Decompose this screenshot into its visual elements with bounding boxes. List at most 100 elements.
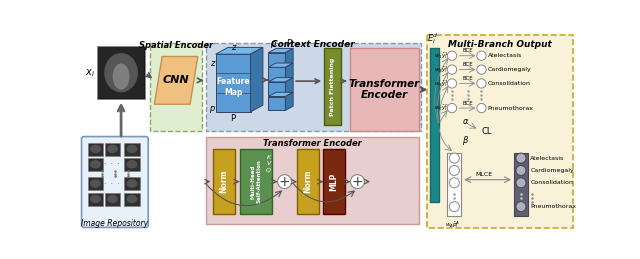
Polygon shape <box>154 56 198 104</box>
Polygon shape <box>268 48 293 53</box>
Polygon shape <box>268 82 285 96</box>
Ellipse shape <box>104 53 138 92</box>
Circle shape <box>351 175 364 189</box>
Text: Cardiomegaly: Cardiomegaly <box>531 168 574 173</box>
Ellipse shape <box>127 179 138 188</box>
Text: Multi-Head
Self-Attention: Multi-Head Self-Attention <box>250 160 261 204</box>
Bar <box>447 153 461 216</box>
Text: $\alpha$: $\alpha$ <box>462 117 470 126</box>
Text: $x_i$: $x_i$ <box>85 67 95 78</box>
FancyBboxPatch shape <box>150 43 202 131</box>
FancyBboxPatch shape <box>206 136 419 224</box>
Text: Pneumothorax: Pneumothorax <box>531 204 576 209</box>
Bar <box>324 48 341 125</box>
Text: p: p <box>270 39 276 48</box>
Ellipse shape <box>127 160 138 169</box>
FancyBboxPatch shape <box>428 35 573 228</box>
Text: CL: CL <box>481 127 492 136</box>
Polygon shape <box>250 47 263 112</box>
Circle shape <box>449 202 460 212</box>
Text: Pneumothorax: Pneumothorax <box>488 106 534 111</box>
Circle shape <box>447 103 457 113</box>
Bar <box>88 193 103 206</box>
Bar <box>323 149 345 214</box>
Ellipse shape <box>90 195 101 203</box>
Polygon shape <box>268 63 293 67</box>
Bar <box>124 158 140 171</box>
Text: z: z <box>210 59 214 68</box>
Bar <box>213 149 235 214</box>
Text: MLP: MLP <box>330 172 339 191</box>
Text: Atelectasis: Atelectasis <box>531 156 564 161</box>
Polygon shape <box>268 78 293 82</box>
Text: BCE: BCE <box>462 62 473 67</box>
Text: Transformer
Encoder: Transformer Encoder <box>349 79 420 100</box>
Text: Q: Q <box>266 167 271 172</box>
Circle shape <box>447 79 457 88</box>
Text: Norm: Norm <box>220 170 228 193</box>
Text: K: K <box>266 155 271 160</box>
Bar <box>88 143 103 156</box>
Text: Context Encoder: Context Encoder <box>271 40 355 48</box>
Circle shape <box>477 65 486 74</box>
Polygon shape <box>268 53 285 67</box>
Circle shape <box>449 166 460 175</box>
Bar <box>239 149 272 214</box>
Bar <box>88 177 103 190</box>
Bar <box>514 153 528 216</box>
Text: Consolidation: Consolidation <box>488 81 531 86</box>
Bar <box>97 46 145 99</box>
Bar <box>98 47 145 98</box>
Circle shape <box>447 51 457 60</box>
Polygon shape <box>285 92 293 110</box>
Circle shape <box>477 51 486 60</box>
Bar <box>349 48 419 131</box>
Text: z: z <box>231 43 236 52</box>
Polygon shape <box>268 97 285 110</box>
Text: $w_A\hat{p}_l^A$: $w_A\hat{p}_l^A$ <box>445 219 460 230</box>
Circle shape <box>516 166 526 175</box>
Ellipse shape <box>90 179 101 188</box>
Circle shape <box>516 178 526 188</box>
Ellipse shape <box>107 195 118 203</box>
Text: $w_C\hat{y}_l^C$: $w_C\hat{y}_l^C$ <box>433 103 449 113</box>
Ellipse shape <box>90 145 101 153</box>
Text: Cardiomegaly: Cardiomegaly <box>488 67 531 72</box>
Polygon shape <box>285 78 293 96</box>
Ellipse shape <box>113 63 129 90</box>
Text: BCE: BCE <box>462 48 473 53</box>
Polygon shape <box>268 67 285 81</box>
Text: p: p <box>286 37 291 46</box>
Text: Image Repository: Image Repository <box>81 219 148 228</box>
Polygon shape <box>268 92 293 97</box>
Circle shape <box>477 79 486 88</box>
Circle shape <box>278 175 292 189</box>
Text: CNN: CNN <box>163 75 189 85</box>
Text: Spatial Encoder: Spatial Encoder <box>139 41 213 50</box>
Text: +: + <box>279 175 291 189</box>
Text: BCE: BCE <box>462 101 473 106</box>
Bar <box>88 158 103 171</box>
Bar <box>297 149 319 214</box>
Text: $E_l^d$: $E_l^d$ <box>427 31 439 46</box>
Text: $w_1\hat{y}_l^1$: $w_1\hat{y}_l^1$ <box>435 50 449 61</box>
Bar <box>105 143 120 156</box>
Ellipse shape <box>107 145 118 153</box>
Polygon shape <box>216 47 263 54</box>
Text: ·  ·  ·: · · · <box>104 181 120 186</box>
Circle shape <box>447 65 457 74</box>
Circle shape <box>516 153 526 163</box>
Bar <box>124 177 140 190</box>
Circle shape <box>477 103 486 113</box>
Text: Consolidation: Consolidation <box>531 180 573 185</box>
Polygon shape <box>216 54 250 112</box>
Text: Transformer Encoder: Transformer Encoder <box>263 139 362 148</box>
Text: $\beta$: $\beta$ <box>462 134 470 147</box>
Circle shape <box>449 178 460 188</box>
Polygon shape <box>285 63 293 81</box>
Text: $w_2\hat{y}_l^2$: $w_2\hat{y}_l^2$ <box>435 64 449 75</box>
FancyBboxPatch shape <box>205 43 421 131</box>
FancyBboxPatch shape <box>81 136 148 227</box>
Text: MLCE: MLCE <box>476 172 492 177</box>
Ellipse shape <box>90 160 101 169</box>
